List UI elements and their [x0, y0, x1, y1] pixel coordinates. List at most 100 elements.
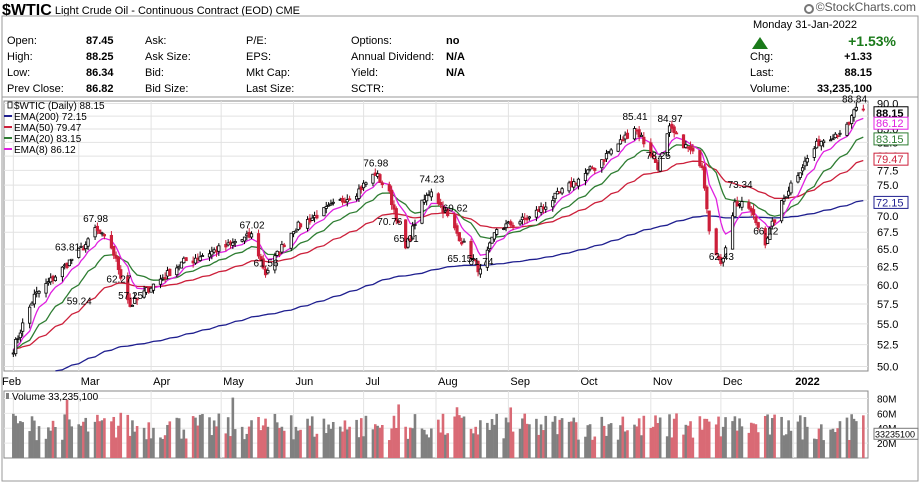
- candle-body: [539, 206, 543, 213]
- volume-bar: [588, 424, 592, 458]
- x-tick-label: 2022: [795, 376, 819, 388]
- candle-body: [534, 209, 539, 218]
- price-annotation: 59.24: [67, 297, 92, 308]
- volume-bar: [100, 420, 104, 458]
- volume-bar: [278, 427, 281, 458]
- candle-body: [509, 221, 513, 226]
- candle-body: [322, 207, 326, 217]
- volume-bar: [406, 438, 410, 458]
- candle-body: [754, 216, 758, 224]
- volume-bar: [719, 436, 723, 458]
- candle-body: [86, 238, 90, 247]
- candle-body: [357, 188, 361, 199]
- volume-bar: [731, 421, 734, 458]
- volume-bar: [780, 416, 783, 458]
- volume-bar: [560, 418, 564, 458]
- candle-body: [618, 139, 623, 145]
- volume-bar: [602, 425, 606, 458]
- candle-body: [390, 189, 394, 206]
- volume-bar: [495, 413, 499, 458]
- volume-bar: [163, 435, 167, 458]
- volume-bar: [651, 426, 655, 458]
- candle-body: [789, 182, 793, 194]
- x-tick-label: Feb: [2, 376, 21, 388]
- volume-bar: [63, 414, 67, 458]
- volume-bar: [437, 419, 440, 458]
- volume-bar: [86, 431, 90, 458]
- volume-bar: [850, 414, 853, 458]
- x-tick-label: Oct: [580, 376, 597, 388]
- candle-body: [707, 210, 711, 232]
- volume-bar: [47, 427, 50, 458]
- candle-body: [822, 140, 826, 144]
- y-tick-label: 67.5: [877, 227, 898, 239]
- volume-bar: [633, 424, 636, 458]
- candle-body: [511, 224, 515, 227]
- volume-bar: [525, 423, 529, 458]
- candle-body: [347, 198, 352, 201]
- candle-body: [119, 269, 123, 279]
- quote-label: Mkt Cap:: [246, 67, 291, 79]
- volume-bar: [315, 433, 319, 458]
- candle-body: [455, 225, 459, 234]
- volume-bar: [229, 436, 232, 458]
- volume-bar: [670, 437, 674, 458]
- candle-body: [836, 135, 840, 138]
- x-tick-label: Mar: [81, 376, 100, 388]
- quote-date: Monday 31-Jan-2022: [753, 19, 857, 31]
- candle-body: [829, 139, 833, 142]
- candle-body: [621, 139, 625, 142]
- y-tick-label: 62.5: [877, 262, 898, 274]
- price-annotation: 67.02: [240, 220, 265, 231]
- volume-bar: [558, 419, 562, 458]
- value-label-box: [873, 116, 909, 130]
- candle-body: [163, 277, 167, 279]
- candle-body: [446, 208, 450, 217]
- candle-body: [406, 238, 410, 248]
- volume-bar: [749, 422, 753, 458]
- candle-body: [798, 172, 802, 178]
- volume-bar: [623, 431, 627, 458]
- volume-bar: [331, 421, 335, 458]
- candle-body: [345, 199, 349, 203]
- volume-value-box: [873, 427, 919, 440]
- volume-bar: [201, 413, 204, 458]
- volume-bar: [593, 436, 597, 458]
- candle-body: [200, 255, 205, 257]
- volume-bar: [689, 421, 692, 458]
- volume-bar: [196, 425, 200, 458]
- volume-bar: [803, 417, 807, 458]
- candle-body: [730, 215, 735, 250]
- volume-bar: [668, 414, 671, 458]
- candle-body: [217, 245, 221, 252]
- quote-value: 86.34: [86, 67, 114, 79]
- volume-bar: [103, 418, 106, 458]
- candle-body: [665, 133, 669, 157]
- price-annotation: 57.25: [118, 291, 143, 302]
- volume-bar: [343, 420, 347, 458]
- candle-body: [364, 182, 368, 185]
- volume-bar: [233, 429, 237, 458]
- volume-bar: [392, 415, 396, 458]
- volume-bar: [208, 417, 211, 458]
- candle-body: [126, 276, 130, 301]
- volume-bar: [395, 427, 398, 458]
- volume-bar: [70, 426, 74, 458]
- volume-bar: [166, 424, 169, 458]
- stockcharts-logo: ©StockCharts.com: [803, 0, 916, 14]
- volume-bar: [427, 437, 431, 458]
- price-annotation: 62.27: [106, 274, 131, 285]
- candle-body: [294, 230, 298, 233]
- volume-bar: [626, 430, 629, 458]
- candle-body: [32, 293, 36, 305]
- candle-body: [772, 219, 777, 223]
- candle-body: [261, 258, 265, 269]
- value-label-box: [873, 195, 909, 209]
- volume-bar: [338, 426, 342, 458]
- legend-entry: $WTIC (Daily) 88.15: [14, 101, 105, 112]
- candle-body: [289, 232, 293, 249]
- volume-bar: [133, 431, 137, 458]
- legend-entry: EMA(50) 79.47: [14, 123, 82, 134]
- volume-bar: [68, 419, 71, 458]
- volume-bar: [801, 439, 804, 458]
